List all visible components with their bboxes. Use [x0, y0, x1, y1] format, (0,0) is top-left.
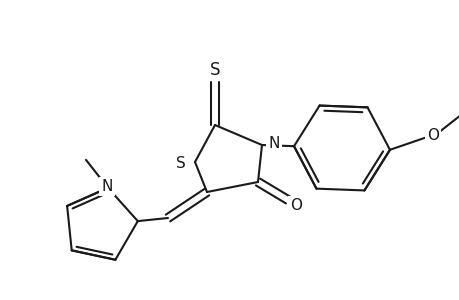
Text: S: S — [176, 157, 185, 172]
Text: O: O — [289, 199, 302, 214]
Text: N: N — [268, 136, 279, 151]
Text: O: O — [426, 128, 438, 143]
Text: N: N — [101, 179, 112, 194]
Text: S: S — [209, 61, 220, 79]
